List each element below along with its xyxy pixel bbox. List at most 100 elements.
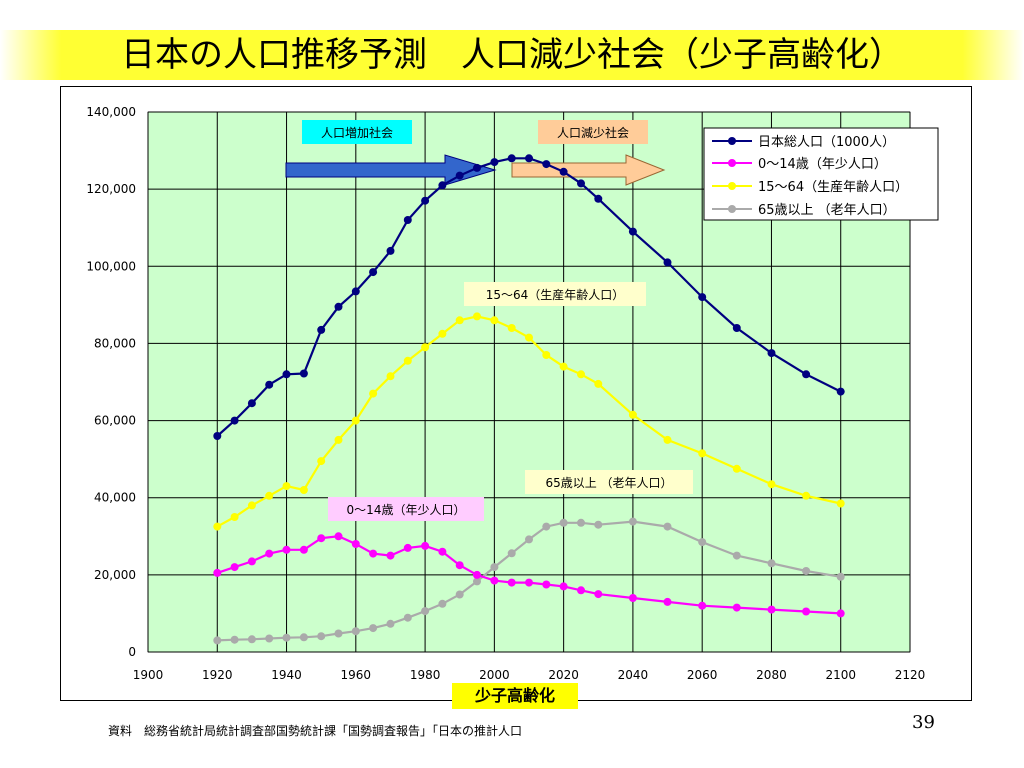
data-point-working bbox=[213, 522, 222, 531]
data-point-elderly bbox=[299, 633, 308, 642]
data-point-total bbox=[698, 293, 707, 302]
data-point-working bbox=[334, 435, 343, 444]
x-tick-label: 2060 bbox=[687, 668, 718, 682]
title-band bbox=[0, 30, 1024, 80]
data-point-total bbox=[525, 154, 533, 163]
data-point-working bbox=[455, 316, 464, 325]
legend-label-total: 日本総人口（1000人） bbox=[758, 135, 895, 150]
data-point-child bbox=[836, 609, 845, 618]
data-point-child bbox=[230, 563, 239, 572]
series-layer bbox=[213, 154, 845, 645]
data-point-child bbox=[542, 580, 551, 589]
data-point-elderly bbox=[663, 522, 672, 531]
data-point-elderly bbox=[577, 518, 585, 527]
data-point-total bbox=[403, 216, 412, 224]
y-tick-label: 120,000 bbox=[86, 182, 136, 196]
data-point-working bbox=[438, 329, 447, 338]
data-point-working bbox=[559, 362, 568, 371]
data-point-child bbox=[213, 568, 222, 577]
data-point-elderly bbox=[490, 563, 499, 572]
x-tick-label: 2000 bbox=[479, 668, 510, 682]
data-point-total bbox=[282, 370, 291, 379]
x-tick-label: 1980 bbox=[410, 668, 441, 682]
data-point-total bbox=[594, 194, 603, 203]
working-label-box bbox=[464, 282, 646, 306]
data-point-total bbox=[351, 287, 360, 296]
series-child bbox=[213, 532, 845, 618]
decrease-label: 人口減少社会 bbox=[557, 125, 629, 140]
legend-marker-working bbox=[728, 182, 736, 190]
data-point-elderly bbox=[698, 538, 707, 547]
increase-arrow bbox=[285, 154, 497, 186]
data-point-child bbox=[802, 607, 811, 616]
data-point-elderly bbox=[213, 636, 222, 645]
x-axis-ticks: 1900 1920 1940 1960 1980 2000 2020 2040 2060 2080… bbox=[133, 668, 926, 682]
page-number: 39 bbox=[912, 712, 935, 733]
data-point-total bbox=[542, 160, 551, 169]
data-point-elderly bbox=[525, 535, 533, 544]
data-point-working bbox=[230, 513, 239, 521]
x-tick-label: 1900 bbox=[133, 668, 164, 682]
y-tick-label: 80,000 bbox=[94, 336, 136, 350]
x-tick-label: 2120 bbox=[895, 668, 926, 682]
y-tick-label: 0 bbox=[128, 645, 136, 659]
data-point-elderly bbox=[594, 520, 603, 529]
x-tick-label: 1920 bbox=[202, 668, 233, 682]
data-point-elderly bbox=[732, 551, 741, 560]
data-point-working bbox=[265, 491, 274, 500]
data-point-elderly bbox=[334, 629, 343, 638]
data-point-elderly bbox=[507, 549, 516, 558]
data-point-total bbox=[369, 268, 378, 277]
data-point-elderly bbox=[386, 619, 395, 628]
data-point-child bbox=[334, 532, 343, 541]
data-point-working bbox=[663, 435, 672, 444]
data-point-working bbox=[299, 486, 308, 494]
data-point-child bbox=[455, 561, 464, 570]
data-point-elderly bbox=[802, 567, 811, 575]
data-point-working bbox=[403, 356, 412, 365]
data-point-elderly bbox=[455, 590, 464, 599]
data-point-total bbox=[299, 369, 308, 378]
data-point-working bbox=[732, 464, 741, 473]
working-label: 15～64（生産年齢人口） bbox=[486, 287, 625, 302]
data-point-total bbox=[802, 370, 811, 379]
data-point-elderly bbox=[542, 522, 551, 531]
data-point-child bbox=[351, 540, 360, 548]
data-point-child bbox=[698, 601, 707, 610]
increase-label-box bbox=[302, 120, 412, 144]
data-point-total bbox=[386, 246, 395, 255]
data-point-total bbox=[663, 258, 672, 267]
series-elderly bbox=[213, 517, 845, 645]
data-point-working bbox=[369, 389, 378, 398]
x-tick-label: 1940 bbox=[271, 668, 302, 682]
data-point-elderly bbox=[438, 599, 447, 608]
data-point-working bbox=[507, 324, 516, 332]
data-point-total bbox=[421, 196, 430, 205]
data-point-child bbox=[525, 578, 533, 587]
data-point-total bbox=[230, 416, 239, 425]
data-point-elderly bbox=[230, 635, 239, 644]
data-point-total bbox=[438, 181, 447, 190]
data-point-total bbox=[455, 171, 464, 180]
data-point-total bbox=[317, 325, 326, 334]
data-point-total bbox=[213, 432, 222, 440]
y-tick-label: 140,000 bbox=[86, 105, 136, 119]
legend-marker-child bbox=[728, 159, 736, 167]
data-point-child bbox=[473, 570, 481, 579]
data-point-elderly bbox=[247, 635, 256, 644]
legend-label-elderly: 65歳以上 （老年人口） bbox=[758, 203, 896, 218]
data-point-working bbox=[628, 410, 637, 419]
data-point-child bbox=[559, 582, 568, 591]
data-point-child bbox=[265, 549, 274, 558]
data-point-elderly bbox=[628, 517, 637, 526]
data-point-total bbox=[836, 387, 845, 396]
data-point-working bbox=[698, 449, 707, 458]
data-point-child bbox=[282, 545, 291, 554]
data-point-child bbox=[732, 603, 741, 612]
data-point-working bbox=[836, 499, 845, 508]
data-point-child bbox=[490, 576, 499, 585]
data-point-child bbox=[386, 551, 395, 560]
data-point-elderly bbox=[351, 627, 360, 636]
data-point-total bbox=[732, 324, 741, 332]
data-point-working bbox=[490, 316, 499, 325]
